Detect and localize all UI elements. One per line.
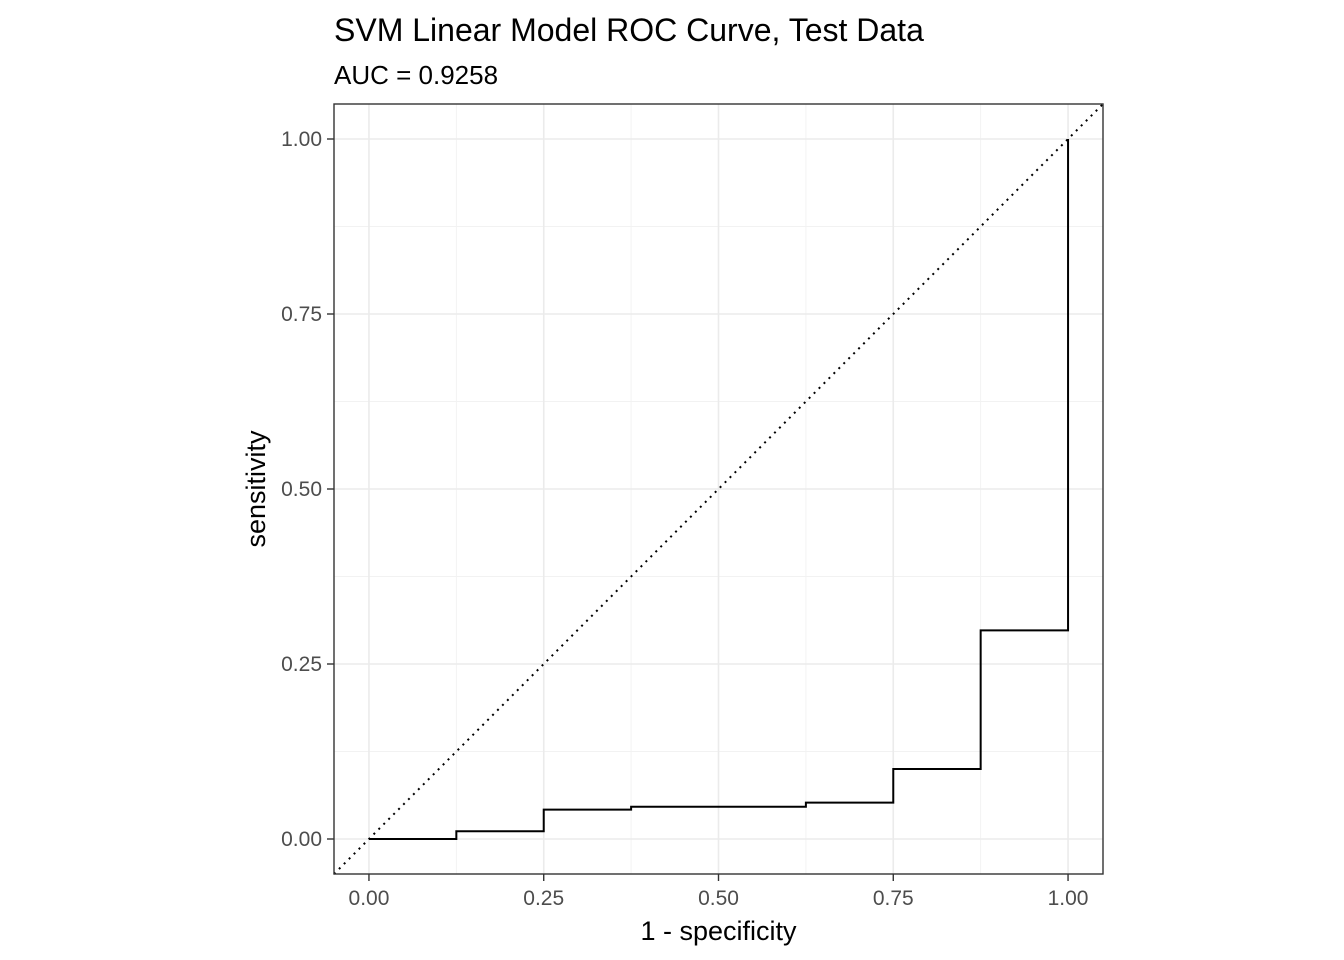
chart-subtitle: AUC = 0.9258 [334, 60, 498, 90]
y-tick-label: 1.00 [281, 128, 322, 151]
x-tick-label: 0.25 [523, 887, 564, 910]
y-axis: 0.00 0.25 0.50 0.75 1.00 [281, 128, 334, 851]
y-tick-label: 0.25 [281, 653, 322, 676]
x-tick-label: 0.00 [349, 887, 390, 910]
x-axis: 0.00 0.25 0.50 0.75 1.00 [349, 874, 1089, 910]
x-tick-label: 0.50 [698, 887, 739, 910]
chart-title: SVM Linear Model ROC Curve, Test Data [334, 12, 924, 48]
x-axis-title: 1 - specificity [640, 916, 797, 946]
x-tick-label: 1.00 [1048, 887, 1089, 910]
y-tick-label: 0.00 [281, 828, 322, 851]
x-tick-label: 0.75 [873, 887, 914, 910]
y-tick-label: 0.75 [281, 303, 322, 326]
y-tick-label: 0.50 [281, 478, 322, 501]
y-axis-title: sensitivity [241, 430, 271, 548]
roc-curve-line [368, 139, 1070, 840]
